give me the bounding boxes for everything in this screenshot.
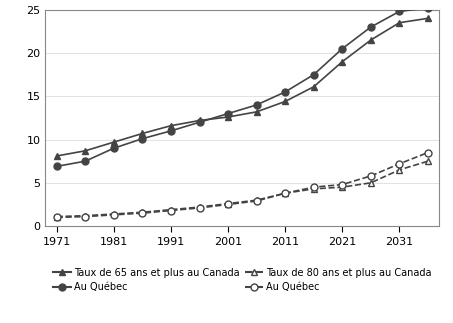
Legend: Taux de 65 ans et plus au Canada, Au Québec, Taux de 80 ans et plus au Canada, A: Taux de 65 ans et plus au Canada, Au Qué… <box>52 266 433 294</box>
